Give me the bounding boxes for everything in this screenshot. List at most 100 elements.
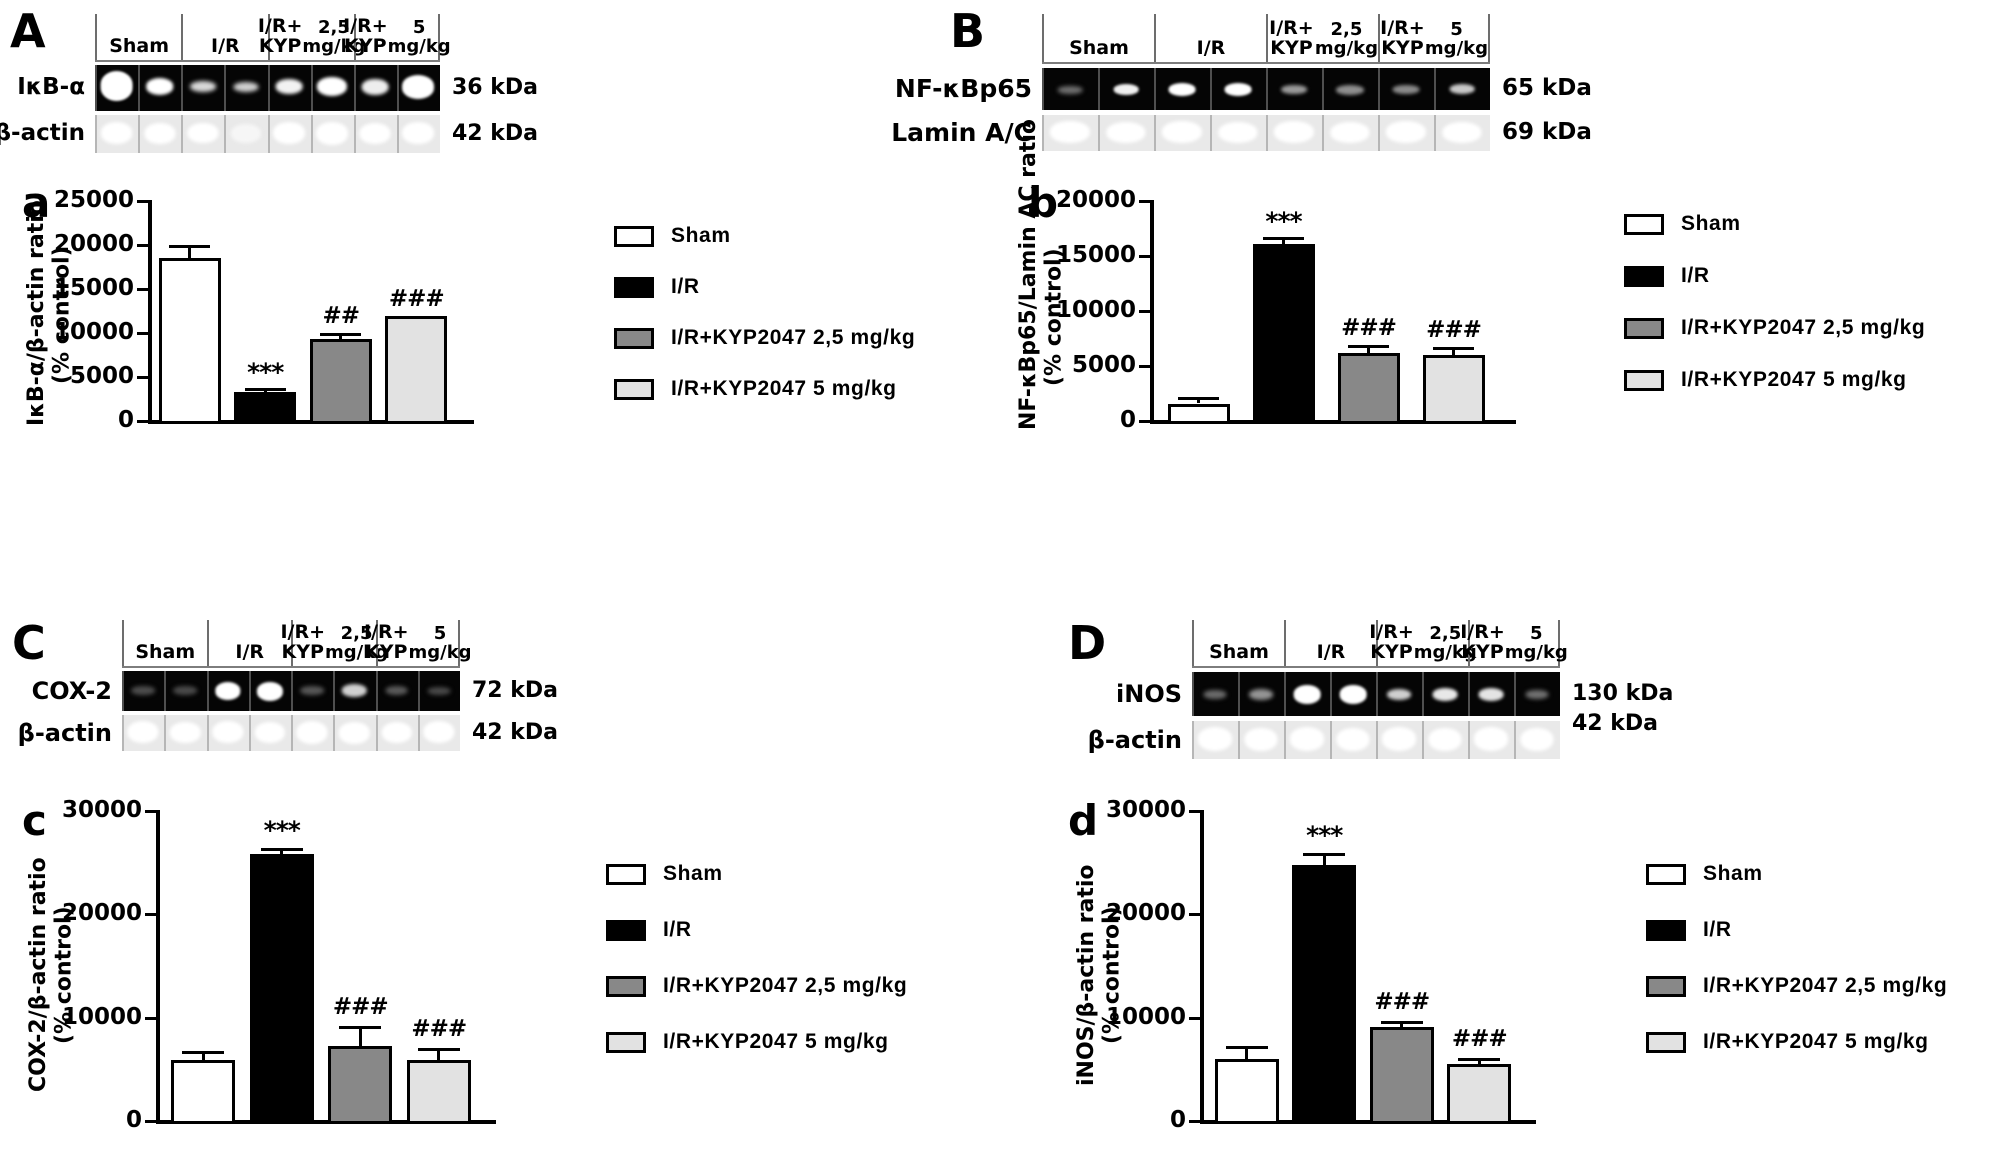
gel-lane	[291, 671, 333, 711]
gel-lane	[267, 65, 311, 111]
gel-band	[296, 721, 328, 744]
y-tick-label: 25000	[53, 187, 134, 213]
gel-lane	[1266, 115, 1322, 151]
error-bar-cap	[1458, 1058, 1501, 1061]
error-bar-cap	[1303, 853, 1346, 857]
panel-a-letter-wrap: a	[22, 182, 50, 224]
legend-swatch	[614, 276, 654, 298]
gel-band	[1113, 84, 1139, 95]
legend-label: I/R+KYP2047 2,5 mg/kg	[671, 326, 916, 349]
gel-lane	[1514, 721, 1560, 759]
gel-lane	[164, 671, 206, 711]
blot-row-label: COX-2	[31, 676, 112, 705]
y-tick-label: 20000	[61, 900, 142, 927]
y-tick-label: 0	[117, 407, 134, 433]
error-bar	[1197, 396, 1200, 404]
blot-C: Sham I/R I/R+ KYP 2,5 mg/kg I/R+ KYP 5 mg/kg C…	[18, 620, 558, 751]
bar-i-r-kyp2047-2-5-mg-kg	[1337, 353, 1400, 424]
gel-strip	[1042, 115, 1490, 151]
gel-lane	[417, 715, 460, 751]
blot-row-kda: 42 kDa	[472, 719, 559, 745]
y-tick	[1189, 913, 1200, 917]
significance-marker: ###	[388, 286, 445, 313]
x-axis	[156, 1120, 496, 1124]
legend-item-3: I/R+KYP2047 5 mg/kg	[606, 1030, 907, 1054]
gel-lane	[1514, 672, 1560, 716]
legend-d: Sham I/R I/R+KYP2047 2,5 mg/kg I/R+KYP2047 …	[1646, 862, 1947, 1086]
gel-lane	[333, 715, 375, 751]
blot-row-label: β-actin	[1087, 725, 1182, 754]
blot-A: Sham I/R I/R+ KYP 2,5 mg/kg I/R+ KYP 5 mg/kg I…	[0, 14, 538, 153]
error-bar-cap	[1433, 347, 1474, 351]
y-axis-label-line2: (% control)	[1041, 248, 1067, 386]
gel-band	[1520, 728, 1554, 751]
legend-swatch	[614, 327, 654, 349]
gel-lane	[353, 115, 397, 153]
gel-band	[381, 722, 412, 743]
gel-band	[187, 123, 219, 143]
gel-band	[342, 684, 367, 697]
legend-swatch	[1646, 919, 1686, 941]
blot-lane-header-3: I/R+ KYP 5 mg/kg	[1378, 14, 1490, 62]
chart-b: 0 5000 10000 15000 20000 *** ### ### NF-κBp65/La…	[1016, 119, 1516, 433]
y-tick-label: 30000	[61, 797, 142, 823]
gel-lane	[1154, 68, 1210, 110]
chart-b-letter: b	[1028, 178, 1059, 227]
legend-label: I/R+KYP2047 5 mg/kg	[671, 377, 897, 400]
blot-D: Sham I/R I/R+ KYP 2,5 mg/kg I/R+ KYP 5 mg/kg i…	[1088, 620, 1673, 759]
legend-item-0: Sham	[606, 862, 907, 886]
gel-band	[214, 682, 241, 700]
gel-band	[339, 722, 370, 744]
gel-lane	[1330, 672, 1376, 716]
blot-lane-header-1: I/R	[1154, 14, 1266, 62]
blot-B: Sham I/R I/R+ KYP 2,5 mg/kg I/R+ KYP 5 mg/kg N…	[891, 14, 1592, 151]
legend-label: Sham	[671, 224, 731, 247]
legend-item-0: Sham	[1624, 212, 1925, 236]
y-tick-label: 30000	[1105, 797, 1186, 823]
legend-swatch	[614, 378, 654, 400]
gel-band	[1525, 690, 1549, 699]
panel-C-letter: C	[12, 616, 46, 670]
gel-lane	[138, 65, 181, 111]
gel-lane	[375, 715, 418, 751]
gel-lane	[1376, 672, 1422, 716]
gel-band	[233, 82, 259, 92]
gel-band	[144, 123, 176, 144]
gel-band	[385, 686, 409, 695]
gel-band	[1249, 689, 1273, 700]
error-bar	[1282, 237, 1285, 244]
error-bar-cap	[1348, 345, 1389, 349]
error-bar	[280, 847, 284, 855]
y-tick	[1189, 810, 1200, 813]
y-tick	[1189, 1120, 1200, 1123]
legend-label: I/R+KYP2047 2,5 mg/kg	[1681, 316, 1926, 339]
gel-lane	[1322, 115, 1378, 151]
error-bar	[437, 1047, 441, 1061]
blot-row-1: β-actin 42 kDa	[0, 115, 538, 153]
y-tick-label: 5000	[69, 363, 134, 389]
bar-i-r-kyp2047-5-mg-kg	[1422, 354, 1485, 424]
error-bar	[339, 332, 343, 340]
error-bar	[1477, 1058, 1481, 1065]
gel-strip	[95, 65, 440, 111]
gel-band	[402, 122, 435, 144]
gel-lane	[1322, 68, 1378, 110]
y-tick	[137, 288, 148, 291]
error-bar-cap	[417, 1047, 460, 1051]
gel-lane	[1238, 721, 1284, 759]
panel-B: B	[950, 8, 985, 54]
gel-lane	[1210, 68, 1266, 110]
gel-band	[1381, 727, 1417, 751]
x-axis	[1150, 420, 1516, 424]
y-tick	[1139, 420, 1150, 423]
error-bar	[1367, 345, 1370, 354]
panel-d-letter-wrap: d	[1068, 800, 1098, 842]
gel-lane	[181, 65, 224, 111]
y-axis	[156, 810, 160, 1124]
gel-lane	[396, 65, 440, 111]
y-tick	[137, 200, 148, 203]
gel-band	[1244, 728, 1278, 751]
error-bar-cap	[182, 1050, 225, 1054]
gel-band	[275, 79, 303, 94]
blot-lane-header-2: I/R+ KYP 2,5 mg/kg	[280, 620, 388, 666]
